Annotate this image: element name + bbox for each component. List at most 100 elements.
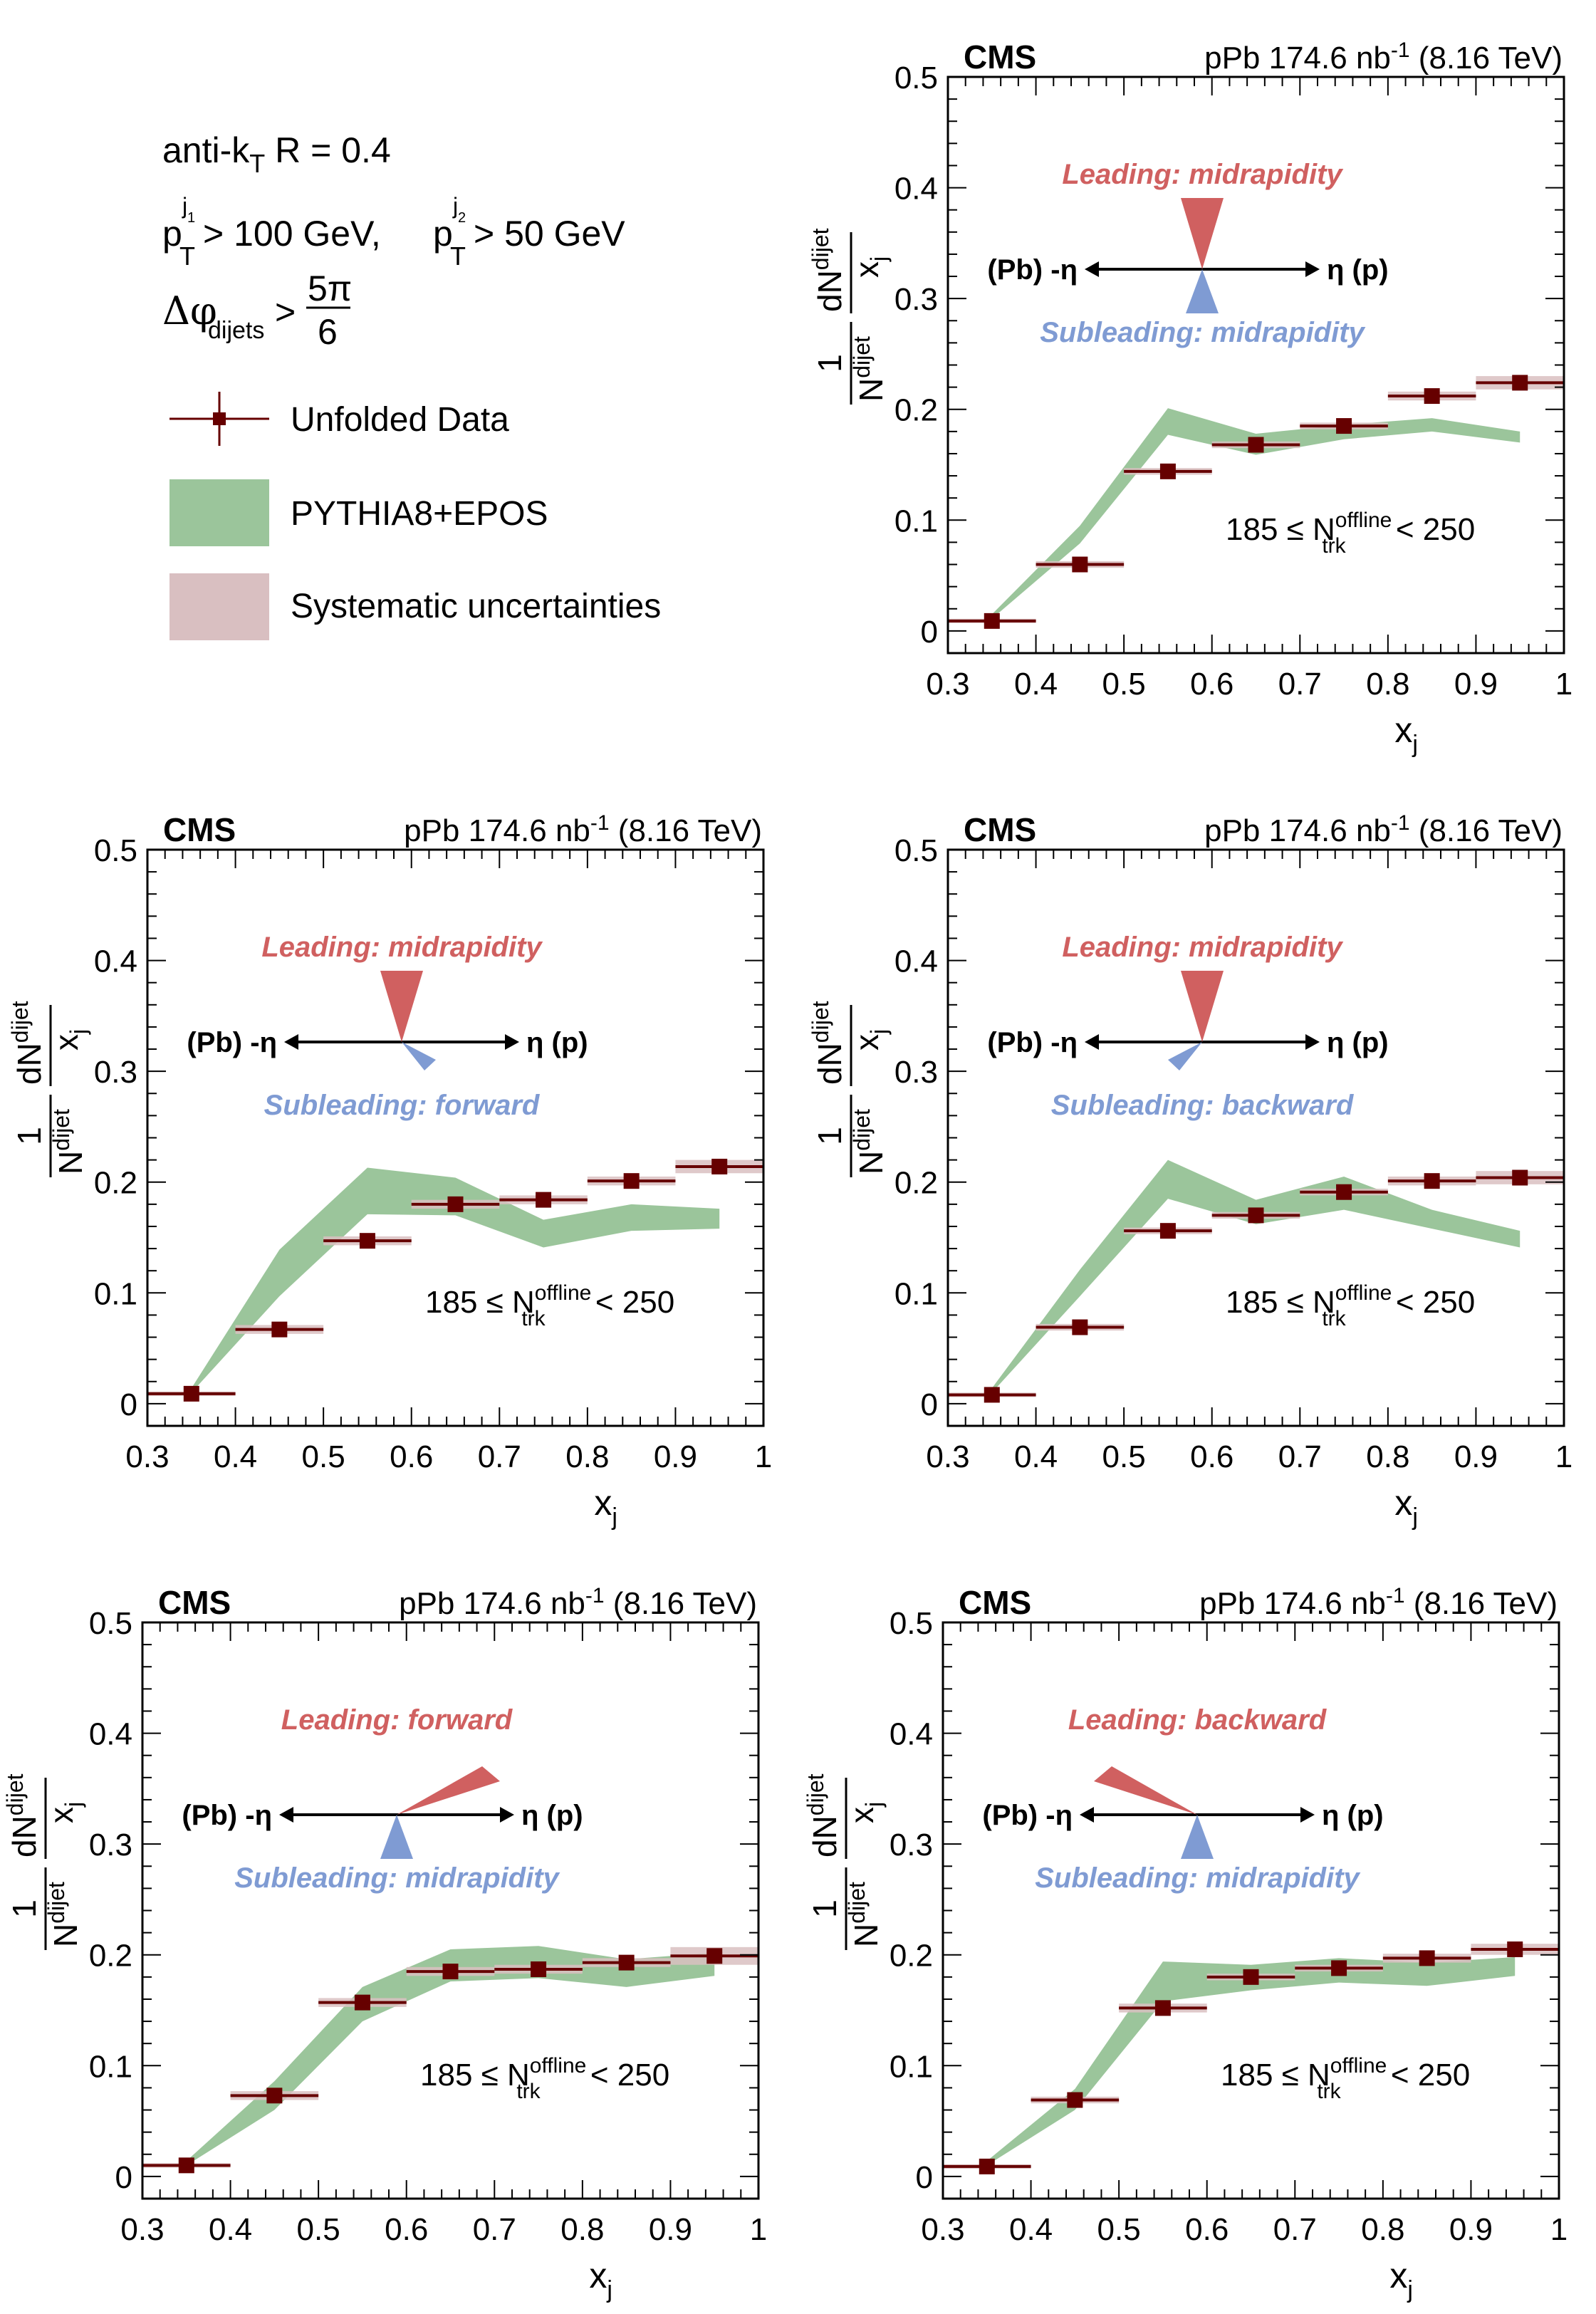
eta-left-label: (Pb) -η xyxy=(987,254,1078,286)
y-tick-label: 0.4 xyxy=(89,1717,132,1752)
x-tick-label: 1 xyxy=(1550,2212,1568,2247)
x-tick-label: 0.7 xyxy=(1278,667,1322,702)
y-tick-label: 0.1 xyxy=(895,1276,938,1311)
x-tick-label: 0.8 xyxy=(1366,1439,1409,1474)
subleading-label: Subleading: forward xyxy=(264,1090,541,1121)
rapidity-diagram: (Pb) -η η (p) Leading: midrapidity Subleadi… xyxy=(987,159,1388,348)
arrow-right-icon xyxy=(1300,1807,1315,1823)
data-point xyxy=(1248,1207,1264,1224)
x-tick-label: 0.7 xyxy=(478,1439,521,1474)
eta-right-label: η (p) xyxy=(1327,254,1389,286)
ytitle-dndijet: dNdijet xyxy=(808,1001,848,1085)
x-tick-label: 1 xyxy=(1555,1439,1572,1474)
x-tick-label: 0.8 xyxy=(1361,2212,1404,2247)
y-tick-label: 0.3 xyxy=(890,1828,933,1862)
x-tick-label: 0.4 xyxy=(1009,2212,1053,2247)
x-tick-label: 0.3 xyxy=(926,667,969,702)
x-tick-label: 0.7 xyxy=(1273,2212,1317,2247)
pt2-sub: T xyxy=(450,241,466,271)
x-axis-title: xj xyxy=(589,2256,612,2303)
data-point xyxy=(1159,463,1176,479)
dphi-num: 5π xyxy=(308,269,352,308)
x-axis-title: xj xyxy=(1394,1483,1418,1531)
legend-pythia-swatch xyxy=(169,479,269,546)
multiplicity-label: 185 ≤ Noffline trk < 250 xyxy=(1221,2054,1470,2103)
leading-jet-cone-icon xyxy=(380,971,423,1042)
leading-label: Leading: midrapidity xyxy=(1062,159,1343,190)
leading-jet-cone-icon xyxy=(1094,1766,1197,1815)
ytitle-ndijet: Ndijet xyxy=(43,1882,84,1947)
legend-sys-swatch xyxy=(169,573,269,640)
subleading-jet-cone-icon xyxy=(380,1815,413,1859)
x-tick-label: 0.5 xyxy=(297,2212,340,2247)
data-point xyxy=(442,1964,459,1980)
multiplicity-label: 185 ≤ Noffline trk < 250 xyxy=(420,2054,669,2103)
leading-label: Leading: forward xyxy=(281,1704,513,1736)
cut-dphi: Δφ dijets > 5π 6 xyxy=(162,269,352,352)
multiplicity-label: 185 ≤ Noffline trk < 250 xyxy=(425,1281,674,1330)
subleading-label: Subleading: backward xyxy=(1051,1090,1355,1121)
y-tick-label: 0.1 xyxy=(89,2049,132,2084)
x-tick-label: 0.9 xyxy=(1454,1439,1498,1474)
y-tick-label: 0 xyxy=(921,1387,938,1422)
data-point xyxy=(1154,2000,1171,2016)
y-tick-label: 0.1 xyxy=(94,1276,137,1311)
data-point xyxy=(354,1994,370,2011)
y-tick-label: 0.1 xyxy=(890,2049,933,2084)
arrow-left-icon xyxy=(1080,1807,1094,1823)
ytitle-xj: xj xyxy=(843,1802,887,1823)
arrow-left-icon xyxy=(1085,1034,1099,1050)
dphi-den: 6 xyxy=(318,312,338,352)
leading-label: Leading: midrapidity xyxy=(1062,932,1343,963)
data-point xyxy=(1424,388,1440,405)
cms-label: CMS xyxy=(964,811,1036,848)
x-tick-label: 0.5 xyxy=(1102,667,1146,702)
pt2-supsub: 2 xyxy=(458,210,466,226)
ytitle-one: 1 xyxy=(6,1899,43,1918)
arrow-right-icon xyxy=(1305,1034,1320,1050)
data-point xyxy=(706,1948,723,1964)
y-tick-label: 0 xyxy=(921,615,938,650)
data-point xyxy=(359,1233,375,1249)
x-tick-label: 0.6 xyxy=(1190,1439,1233,1474)
algo-text: anti-k xyxy=(162,130,250,170)
eta-right-label: η (p) xyxy=(1322,1800,1384,1831)
x-tick-label: 0.4 xyxy=(214,1439,257,1474)
x-tick-label: 0.4 xyxy=(209,2212,252,2247)
eta-right-label: η (p) xyxy=(526,1027,588,1058)
y-tick-label: 0.5 xyxy=(89,1606,132,1641)
multiplicity-label: 185 ≤ Noffline trk < 250 xyxy=(1226,509,1475,558)
eta-left-label: (Pb) -η xyxy=(987,1027,1078,1058)
eta-left-label: (Pb) -η xyxy=(182,1800,272,1831)
ytitle-xj: xj xyxy=(848,1029,892,1051)
ytitle-dndijet: dNdijet xyxy=(808,228,848,312)
panel-bottom-right: CMS pPb 174.6 nb-1 (8.16 TeV) 0.3 0.4 0.5 0.6… xyxy=(803,1584,1568,2303)
x-tick-label: 0.3 xyxy=(125,1439,169,1474)
x-tick-label: 0.5 xyxy=(1102,1439,1146,1474)
data-point xyxy=(536,1192,552,1208)
data-point xyxy=(623,1173,640,1189)
ytitle-xj: xj xyxy=(848,256,892,278)
data-point xyxy=(266,2088,283,2104)
algo-rest: R = 0.4 xyxy=(265,130,391,170)
panel-top-right: CMS pPb 174.6 nb-1 (8.16 TeV) 0.3 0.4 0.5 0.6… xyxy=(808,38,1572,758)
ytitle-ndijet: Ndijet xyxy=(844,1882,885,1947)
pt2-sup: j xyxy=(452,193,458,219)
x-tick-label: 1 xyxy=(750,2212,767,2247)
data-point xyxy=(711,1158,728,1174)
pt1-sub: T xyxy=(179,241,195,271)
data-point xyxy=(1248,437,1264,453)
y-tick-label: 0 xyxy=(916,2160,933,2195)
rapidity-diagram: (Pb) -η η (p) Leading: midrapidity Subleadi… xyxy=(187,932,588,1121)
lumi-label: pPb 174.6 nb-1 (8.16 TeV) xyxy=(1204,38,1563,75)
rapidity-diagram: (Pb) -η η (p) Leading: backward Subleading:… xyxy=(982,1704,1383,1894)
y-tick-label: 0.4 xyxy=(895,944,938,979)
ytitle-xj: xj xyxy=(43,1802,86,1823)
subleading-jet-cone-icon xyxy=(1181,1815,1214,1859)
